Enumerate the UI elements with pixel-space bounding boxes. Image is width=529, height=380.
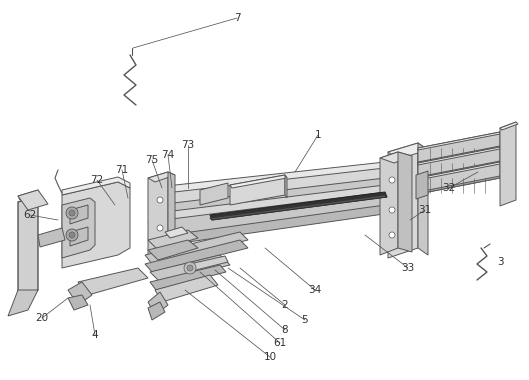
Text: 7: 7 [234, 13, 240, 23]
Polygon shape [388, 143, 428, 159]
Polygon shape [285, 175, 287, 198]
Polygon shape [500, 122, 516, 206]
Polygon shape [398, 152, 412, 252]
Circle shape [66, 229, 78, 241]
Polygon shape [148, 302, 165, 320]
Text: 62: 62 [23, 210, 37, 220]
Polygon shape [78, 268, 148, 295]
Polygon shape [418, 176, 500, 194]
Polygon shape [148, 292, 168, 315]
Circle shape [157, 197, 163, 203]
Text: 20: 20 [35, 313, 49, 323]
Polygon shape [165, 227, 188, 238]
Circle shape [184, 262, 196, 274]
Polygon shape [380, 152, 412, 163]
Polygon shape [8, 290, 38, 316]
Text: 1: 1 [315, 130, 321, 140]
Polygon shape [185, 256, 228, 272]
Text: 73: 73 [181, 140, 195, 150]
Polygon shape [148, 185, 398, 222]
Polygon shape [418, 132, 500, 164]
Polygon shape [150, 265, 226, 290]
Text: 3: 3 [497, 257, 503, 267]
Text: 4: 4 [92, 330, 98, 340]
Circle shape [389, 177, 395, 183]
Polygon shape [145, 240, 248, 272]
Text: 71: 71 [115, 165, 129, 175]
Circle shape [69, 210, 75, 216]
Text: 8: 8 [281, 325, 288, 335]
Polygon shape [210, 192, 387, 220]
Polygon shape [210, 195, 387, 220]
Text: 32: 32 [442, 183, 455, 193]
Text: 61: 61 [273, 338, 287, 348]
Polygon shape [155, 275, 218, 302]
Polygon shape [500, 122, 518, 130]
Circle shape [389, 207, 395, 213]
Text: 33: 33 [402, 263, 415, 273]
Circle shape [157, 225, 163, 231]
Polygon shape [18, 190, 48, 210]
Circle shape [66, 207, 78, 219]
Text: 34: 34 [308, 285, 322, 295]
Polygon shape [62, 182, 130, 268]
Polygon shape [70, 205, 88, 224]
Polygon shape [230, 175, 287, 188]
Polygon shape [148, 178, 398, 214]
Polygon shape [418, 161, 500, 179]
Polygon shape [150, 255, 230, 282]
Polygon shape [418, 147, 500, 165]
Text: 72: 72 [90, 175, 104, 185]
Polygon shape [18, 190, 40, 200]
Text: 31: 31 [418, 205, 432, 215]
Polygon shape [416, 171, 428, 199]
Polygon shape [145, 232, 248, 264]
Polygon shape [68, 295, 88, 310]
Text: 74: 74 [161, 150, 175, 160]
Polygon shape [62, 198, 95, 258]
Text: 10: 10 [263, 352, 277, 362]
Polygon shape [62, 177, 130, 195]
Polygon shape [148, 172, 175, 182]
Polygon shape [200, 183, 228, 205]
Polygon shape [148, 172, 168, 258]
Polygon shape [148, 192, 398, 238]
Text: 75: 75 [145, 155, 159, 165]
Polygon shape [418, 162, 500, 180]
Polygon shape [70, 227, 88, 246]
Polygon shape [148, 205, 398, 246]
Polygon shape [38, 228, 65, 247]
Polygon shape [148, 162, 398, 195]
Circle shape [187, 265, 193, 271]
Polygon shape [418, 162, 500, 194]
Polygon shape [418, 132, 500, 150]
Polygon shape [168, 172, 175, 252]
Polygon shape [418, 143, 428, 255]
Polygon shape [230, 175, 285, 205]
Circle shape [389, 232, 395, 238]
Polygon shape [18, 196, 38, 296]
Text: 2: 2 [281, 300, 288, 310]
Text: 5: 5 [302, 315, 308, 325]
Polygon shape [68, 282, 92, 305]
Polygon shape [380, 152, 398, 255]
Polygon shape [148, 240, 198, 260]
Circle shape [69, 232, 75, 238]
Polygon shape [388, 143, 418, 258]
Polygon shape [418, 146, 500, 164]
Polygon shape [148, 230, 198, 250]
Polygon shape [418, 147, 500, 179]
Polygon shape [148, 168, 398, 206]
